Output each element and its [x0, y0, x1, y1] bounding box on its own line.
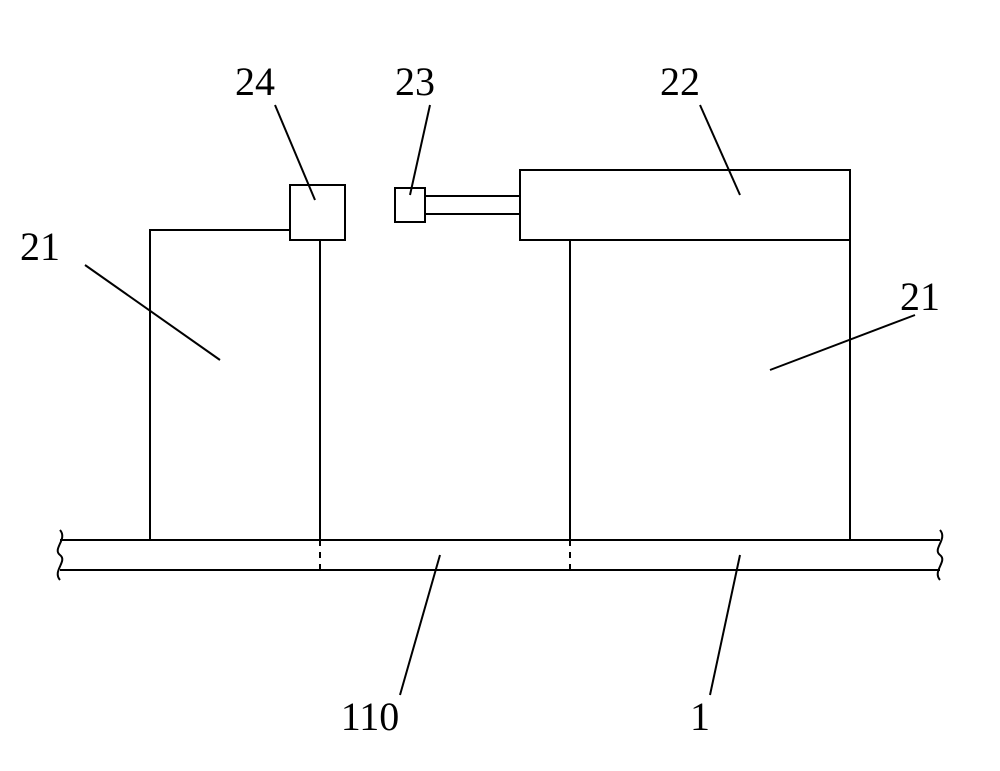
- rod: [425, 196, 520, 214]
- small-left-box: [290, 185, 345, 240]
- label-l110: 110: [341, 694, 400, 739]
- right-column: [570, 240, 850, 540]
- left-column: [150, 230, 320, 540]
- top-box: [520, 170, 850, 240]
- label-l21_l: 21: [20, 224, 60, 269]
- label-l21_r: 21: [900, 274, 940, 319]
- leader-ld23: [410, 105, 430, 195]
- break-mark-left: [58, 530, 63, 580]
- label-l1: 1: [690, 694, 710, 739]
- label-l23: 23: [395, 59, 435, 104]
- leader-ld1: [710, 555, 740, 695]
- leader-ld110: [400, 555, 440, 695]
- label-l24: 24: [235, 59, 275, 104]
- break-mark-right: [938, 530, 943, 580]
- label-l22: 22: [660, 59, 700, 104]
